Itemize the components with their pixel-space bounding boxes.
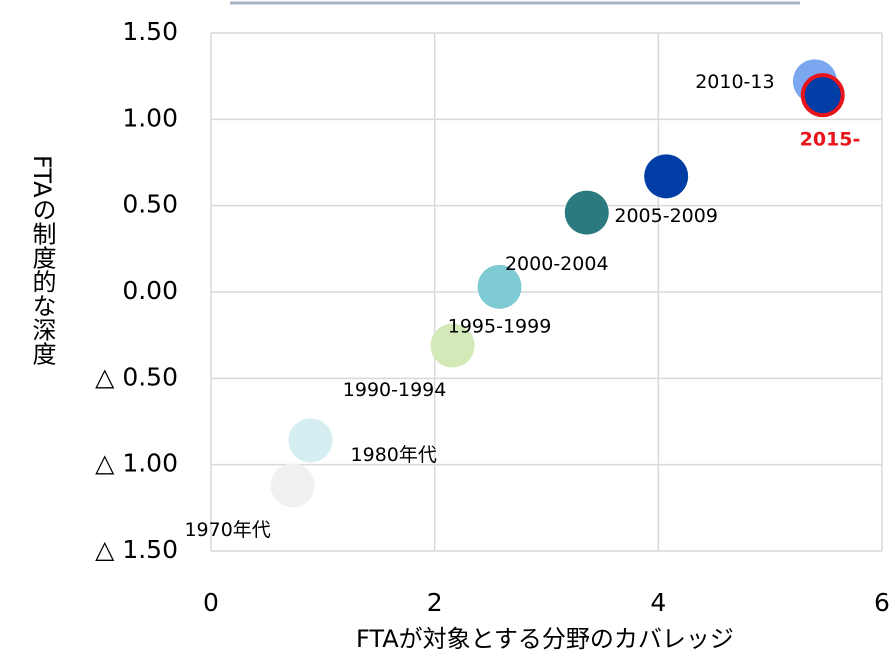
x-tick-label: 6 — [874, 588, 890, 617]
y-tick-label: 0.50 — [122, 190, 178, 219]
y-tick-label: 1.50 — [122, 17, 178, 46]
point — [270, 463, 315, 508]
point-label: 2000-2004 — [505, 253, 609, 275]
y-tick-label: △ 1.50 — [95, 535, 178, 564]
point-label: 1970年代 — [184, 519, 270, 541]
point-label: 2005-2009 — [614, 205, 718, 227]
point — [800, 73, 845, 118]
x-axis-title: FTAが対象とする分野のカバレッジ — [356, 625, 734, 653]
point — [288, 418, 333, 463]
point — [430, 323, 475, 368]
point-label: 2015- — [800, 129, 861, 151]
point — [564, 190, 609, 235]
y-tick-label: 0.00 — [122, 276, 178, 305]
x-tick-label: 0 — [203, 588, 219, 617]
y-tick-label: △ 1.00 — [95, 449, 178, 478]
y-axis-title: FTAの制度的な深度 — [28, 155, 56, 366]
point-label: 1990-1994 — [343, 379, 447, 401]
point-label: 2010-13 — [695, 71, 774, 93]
x-tick-label: 4 — [650, 588, 666, 617]
x-tick-label: 2 — [427, 588, 443, 617]
point-label: 1995-1999 — [448, 315, 552, 337]
point — [477, 264, 522, 309]
y-tick-label: 1.00 — [122, 103, 178, 132]
y-tick-label: △ 0.50 — [95, 362, 178, 391]
point-label: 1980年代 — [351, 444, 437, 466]
point — [644, 154, 689, 199]
